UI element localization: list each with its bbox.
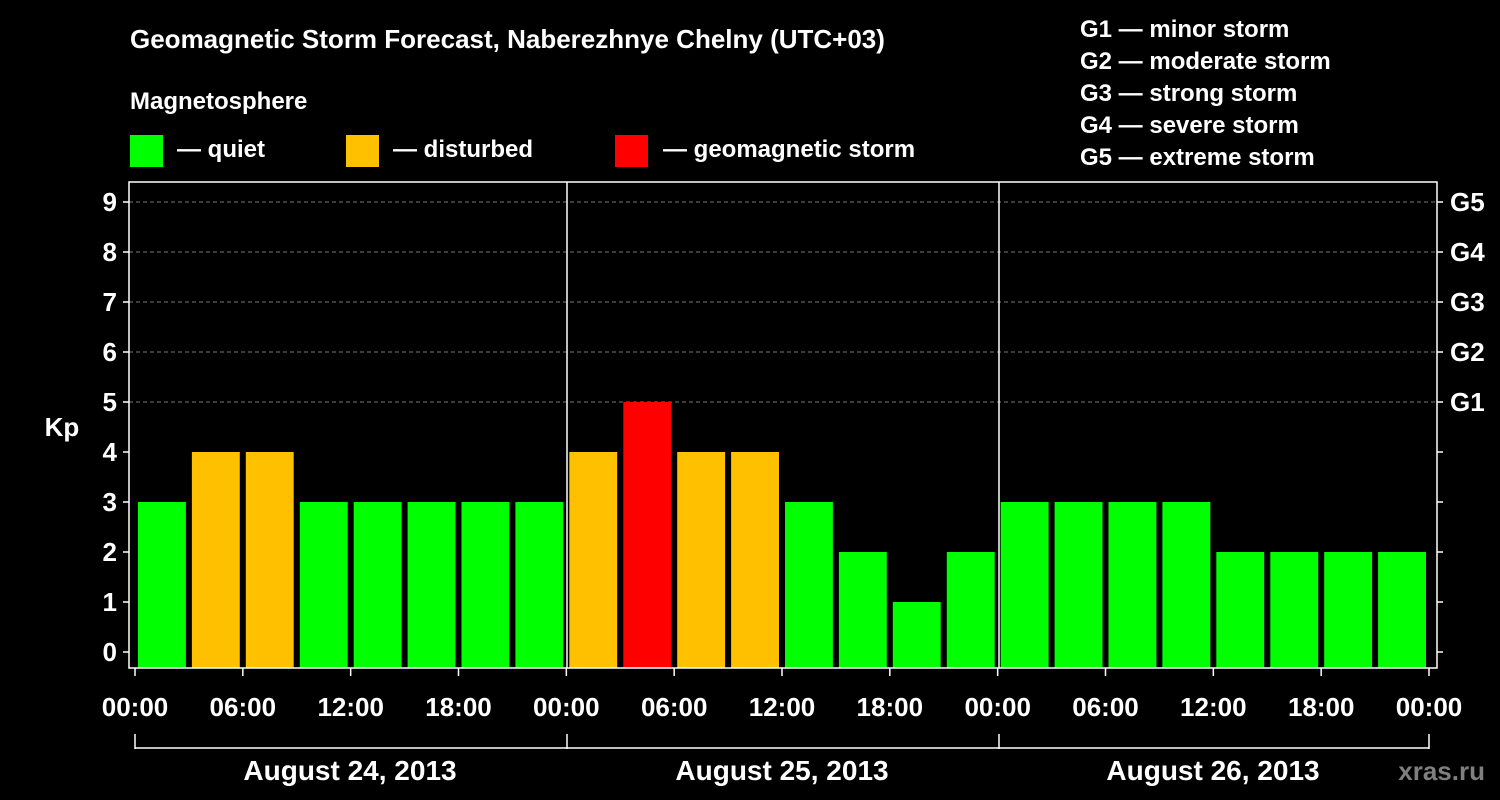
x-tick-label-0: 00:00 xyxy=(102,692,169,722)
y-tick-label-9: 9 xyxy=(103,187,117,217)
legend-swatch-storm xyxy=(615,135,648,167)
bar-21 xyxy=(1270,552,1319,668)
bar-19 xyxy=(1162,502,1211,668)
bar-23 xyxy=(1378,552,1426,668)
x-tick-label-5: 06:00 xyxy=(641,692,708,722)
x-tick-label-6: 12:00 xyxy=(749,692,816,722)
y-tick-label-6: 6 xyxy=(103,337,117,367)
bar-7 xyxy=(515,502,564,668)
legend-label-quiet: — quiet xyxy=(177,136,265,163)
storm-level-label-g1: G1 xyxy=(1450,387,1485,417)
x-tick-label-9: 06:00 xyxy=(1072,692,1139,722)
storm-scale-g1: G1 — minor storm xyxy=(1080,16,1289,43)
day-labels: August 24, 2013 August 25, 2013 August 26,… xyxy=(134,734,1430,786)
bar-20 xyxy=(1216,552,1265,668)
chart-title: Geomagnetic Storm Forecast, Naberezhnye … xyxy=(130,24,885,54)
y-tick-label-7: 7 xyxy=(103,287,117,317)
y-tick-label-0: 0 xyxy=(103,637,117,667)
x-tick-label-10: 12:00 xyxy=(1180,692,1247,722)
bar-12 xyxy=(785,502,833,668)
bar-6 xyxy=(461,502,510,668)
bar-9 xyxy=(623,402,672,668)
storm-scale-g2: G2 — moderate storm xyxy=(1080,48,1331,75)
storm-level-ticks: G1 G2 G3 G4 G5 xyxy=(1437,187,1485,653)
x-tick-label-1: 06:00 xyxy=(210,692,277,722)
storm-level-label-g5: G5 xyxy=(1450,187,1485,217)
bar-0 xyxy=(138,502,186,668)
bar-3 xyxy=(299,502,348,668)
bar-10 xyxy=(677,452,726,668)
bar-1 xyxy=(191,452,240,668)
plot-frame xyxy=(128,181,1438,669)
y-tick-label-8: 8 xyxy=(103,237,117,267)
legend-label-storm: — geomagnetic storm xyxy=(663,136,915,163)
x-tick-label-7: 18:00 xyxy=(857,692,924,722)
y-tick-label-3: 3 xyxy=(103,487,117,517)
x-axis-ticks: 00:00 06:00 12:00 18:00 00:00 06:00 12:00 18:00… xyxy=(102,668,1463,722)
y-axis-label: Kp xyxy=(45,412,80,442)
legend-label-disturbed: — disturbed xyxy=(393,136,533,163)
x-tick-label-2: 12:00 xyxy=(317,692,384,722)
watermark: xras.ru xyxy=(1398,756,1485,786)
bar-22 xyxy=(1324,552,1373,668)
legend-swatch-quiet xyxy=(130,135,163,167)
x-tick-label-12: 00:00 xyxy=(1396,692,1463,722)
y-tick-label-1: 1 xyxy=(103,587,117,617)
bar-16 xyxy=(1000,502,1049,668)
y-tick-label-4: 4 xyxy=(103,437,118,467)
bar-5 xyxy=(407,502,456,668)
storm-scale-g5: G5 — extreme storm xyxy=(1080,144,1315,171)
y-tick-label-5: 5 xyxy=(103,387,117,417)
bar-14 xyxy=(892,602,941,668)
y-tick-label-2: 2 xyxy=(103,537,117,567)
storm-scale-g3: G3 — strong storm xyxy=(1080,80,1297,107)
day-label-0: August 24, 2013 xyxy=(243,755,456,786)
storm-level-label-g2: G2 xyxy=(1450,337,1485,367)
plot-border xyxy=(128,181,1438,669)
legend-title: Magnetosphere xyxy=(130,88,307,115)
gridlines xyxy=(129,201,1437,403)
storm-level-label-g3: G3 xyxy=(1450,287,1485,317)
x-tick-label-3: 18:00 xyxy=(425,692,492,722)
bar-11 xyxy=(731,452,779,668)
legend-swatch-disturbed xyxy=(346,135,379,167)
y-axis-ticks: 0 1 2 3 4 5 6 7 8 9 xyxy=(103,187,129,667)
bar-17 xyxy=(1054,502,1103,668)
bar-8 xyxy=(569,452,618,668)
x-tick-label-4: 00:00 xyxy=(533,692,600,722)
bar-18 xyxy=(1108,502,1157,668)
bar-2 xyxy=(245,452,294,668)
bars xyxy=(138,402,1426,668)
bar-4 xyxy=(353,502,402,668)
day-label-2: August 26, 2013 xyxy=(1106,755,1319,786)
x-tick-label-11: 18:00 xyxy=(1288,692,1355,722)
storm-level-label-g4: G4 xyxy=(1450,237,1485,267)
x-tick-label-8: 00:00 xyxy=(964,692,1031,722)
bar-15 xyxy=(946,552,995,668)
bar-13 xyxy=(838,552,887,668)
storm-scale-g4: G4 — severe storm xyxy=(1080,112,1299,139)
day-label-1: August 25, 2013 xyxy=(675,755,888,786)
